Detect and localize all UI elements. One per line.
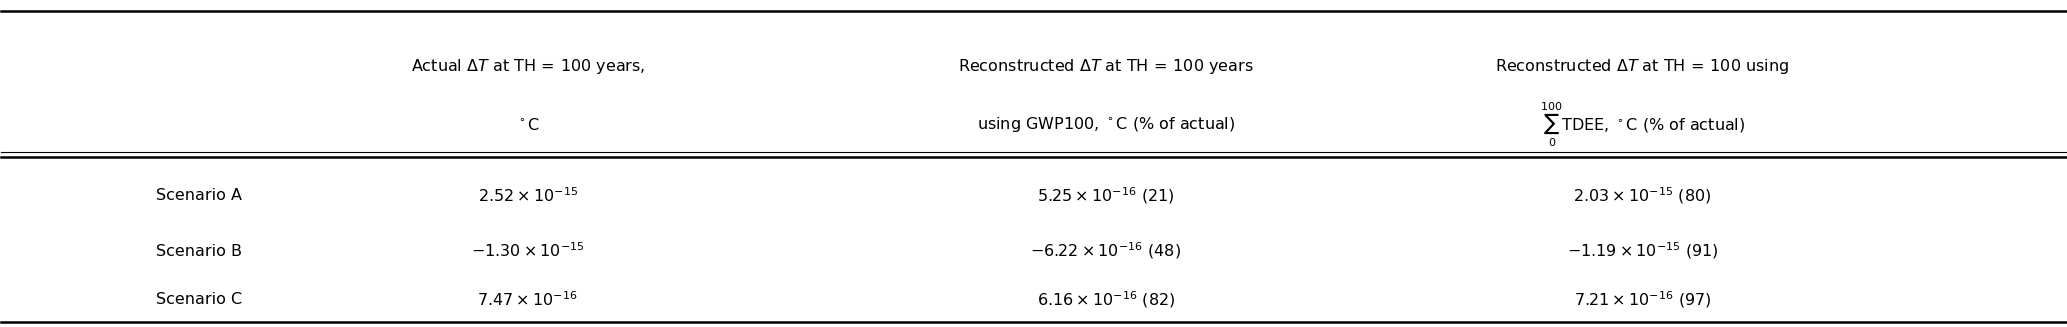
Text: Scenario B: Scenario B: [157, 244, 242, 259]
Text: $2.52 \times 10^{-15}$: $2.52 \times 10^{-15}$: [477, 187, 579, 205]
Text: using GWP100, $^\circ$C (% of actual): using GWP100, $^\circ$C (% of actual): [976, 115, 1234, 134]
Text: $-1.19 \times 10^{-15}$ (91): $-1.19 \times 10^{-15}$ (91): [1567, 241, 1718, 261]
Text: Scenario A: Scenario A: [157, 188, 242, 203]
Text: Scenario C: Scenario C: [157, 292, 242, 307]
Text: Actual $\Delta T$ at TH$\,=\,$100 years,: Actual $\Delta T$ at TH$\,=\,$100 years,: [411, 57, 645, 76]
Text: Reconstructed $\Delta T$ at TH$\,=\,$100 using: Reconstructed $\Delta T$ at TH$\,=\,$100…: [1494, 57, 1790, 76]
Text: Reconstructed $\Delta T$ at TH$\,=\,$100 years: Reconstructed $\Delta T$ at TH$\,=\,$100…: [957, 57, 1253, 76]
Text: $-1.30 \times 10^{-15}$: $-1.30 \times 10^{-15}$: [471, 242, 585, 260]
Text: $\sum_0^{100}$TDEE, $^\circ$C (% of actual): $\sum_0^{100}$TDEE, $^\circ$C (% of actu…: [1540, 100, 1745, 149]
Text: $7.21 \times 10^{-16}$ (97): $7.21 \times 10^{-16}$ (97): [1573, 289, 1711, 310]
Text: $6.16 \times 10^{-16}$ (82): $6.16 \times 10^{-16}$ (82): [1036, 289, 1174, 310]
Text: $2.03 \times 10^{-15}$ (80): $2.03 \times 10^{-15}$ (80): [1573, 185, 1711, 206]
Text: $7.47 \times 10^{-16}$: $7.47 \times 10^{-16}$: [477, 290, 579, 309]
Text: $-6.22 \times 10^{-16}$ (48): $-6.22 \times 10^{-16}$ (48): [1029, 241, 1180, 261]
Text: $5.25 \times 10^{-16}$ (21): $5.25 \times 10^{-16}$ (21): [1038, 185, 1174, 206]
Text: $^\circ$C: $^\circ$C: [515, 117, 539, 132]
